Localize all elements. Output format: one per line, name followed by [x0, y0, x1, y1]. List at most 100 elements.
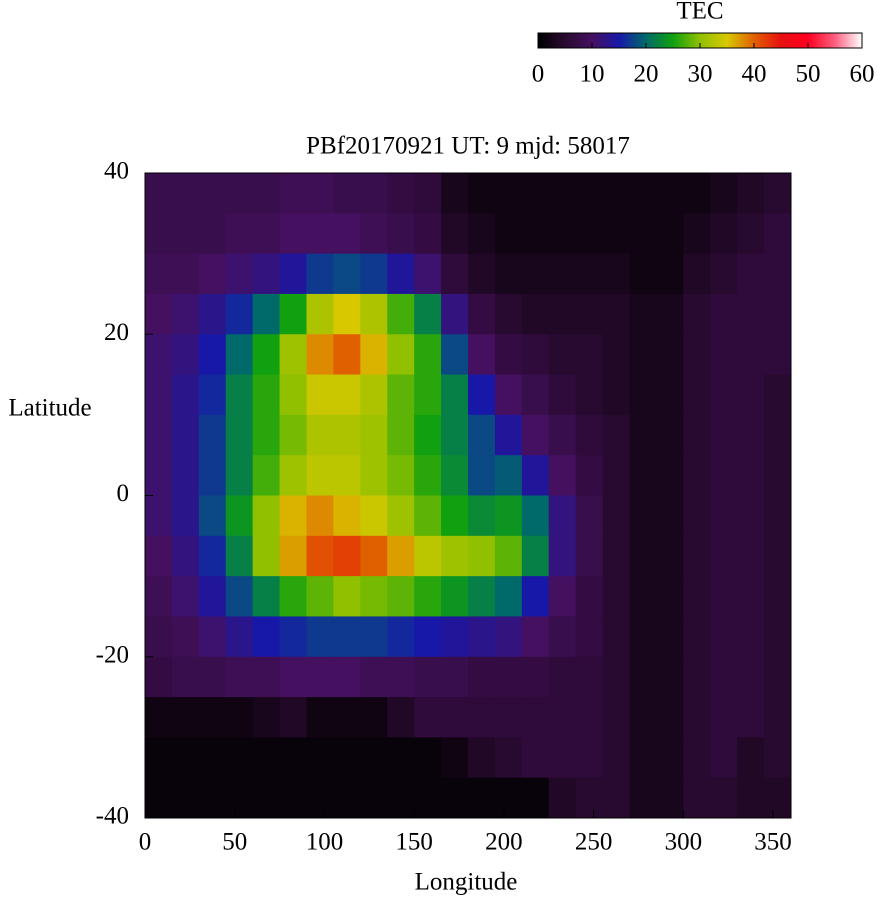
heatmap-cell — [145, 737, 173, 779]
heatmap-cell — [575, 173, 604, 214]
heatmap-cell — [306, 576, 334, 617]
heatmap-cell — [521, 697, 550, 738]
heatmap-cell — [683, 213, 711, 255]
heatmap-cell — [656, 334, 684, 376]
heatmap-cell — [683, 414, 711, 456]
heatmap-cell — [575, 535, 604, 577]
heatmap-cell — [575, 656, 604, 698]
heatmap-cell — [252, 737, 281, 779]
heatmap-cell — [225, 697, 254, 738]
y-tick-label: -20 — [96, 641, 129, 668]
heatmap-cell — [198, 576, 227, 617]
heatmap-cell — [521, 535, 550, 577]
heatmap-cell — [710, 656, 738, 698]
heatmap-cell — [629, 414, 657, 456]
heatmap-cell — [387, 213, 415, 255]
heatmap-cell — [279, 495, 307, 537]
heatmap-cell — [306, 374, 334, 416]
heatmap-cell — [468, 656, 496, 698]
heatmap-cell — [521, 374, 550, 416]
heatmap-cell — [710, 253, 738, 295]
heatmap-cell — [710, 616, 738, 658]
heatmap-cell — [441, 213, 469, 255]
heatmap-cell — [360, 777, 388, 819]
heatmap-cell — [737, 737, 765, 779]
heatmap-cell — [145, 777, 173, 819]
heatmap-cell — [333, 777, 361, 819]
heatmap-cell — [198, 697, 227, 738]
heatmap-cell — [656, 253, 684, 295]
heatmap-cell — [171, 414, 200, 456]
heatmap-cell — [629, 616, 657, 658]
heatmap-cell — [279, 213, 307, 255]
heatmap-cell — [656, 535, 684, 577]
heatmap-cell — [602, 737, 630, 779]
heatmap-cell — [710, 455, 738, 496]
heatmap-cell — [333, 374, 361, 416]
heatmap-cell — [145, 535, 173, 577]
heatmap-cell — [629, 777, 657, 819]
heatmap-cell — [306, 455, 334, 496]
heatmap-cell — [737, 616, 765, 658]
heatmap-cell — [252, 616, 281, 658]
heatmap-cell — [360, 697, 388, 738]
heatmap-cell — [629, 455, 657, 496]
heatmap-cell — [360, 213, 388, 255]
heatmap-cell — [468, 697, 496, 738]
heatmap-cell — [306, 737, 334, 779]
heatmap-cell — [252, 374, 281, 416]
heatmap-cell — [494, 616, 523, 658]
heatmap-cell — [145, 616, 173, 658]
colorbar-tick-label: 60 — [850, 61, 875, 88]
heatmap-cell — [468, 495, 496, 537]
heatmap-cell — [252, 253, 281, 295]
y-tick-label: 0 — [117, 480, 130, 507]
x-tick-label: 350 — [754, 829, 792, 856]
heatmap-cell — [548, 173, 577, 214]
heatmap-cell — [468, 455, 496, 496]
heatmap-cell — [656, 777, 684, 819]
heatmap-cell — [333, 737, 361, 779]
heatmap-cell — [602, 656, 630, 698]
heatmap-cell — [494, 293, 523, 335]
heatmap-cell — [629, 253, 657, 295]
heatmap-cell — [468, 777, 496, 819]
heatmap-cell — [494, 374, 523, 416]
heatmap-cell — [225, 213, 254, 255]
heatmap-cell — [764, 495, 792, 537]
heatmap-cell — [360, 293, 388, 335]
heatmap-cell — [252, 656, 281, 698]
heatmap-cell — [764, 374, 792, 416]
heatmap-cell — [683, 253, 711, 295]
heatmap-cell — [468, 616, 496, 658]
heatmap-cell — [145, 656, 173, 698]
heatmap-cell — [468, 334, 496, 376]
heatmap-cell — [414, 334, 442, 376]
heatmap-cell — [468, 576, 496, 617]
heatmap-cell — [629, 535, 657, 577]
colorbar-tick-label: 50 — [796, 61, 821, 88]
heatmap-cell — [414, 535, 442, 577]
heatmap-cell — [710, 334, 738, 376]
x-tick-label: 150 — [395, 829, 433, 856]
heatmap-cell — [145, 213, 173, 255]
heatmap-cell — [306, 616, 334, 658]
heatmap-cell — [198, 173, 227, 214]
heatmap-cell — [414, 656, 442, 698]
heatmap-cell — [548, 414, 577, 456]
heatmap-cell — [198, 495, 227, 537]
heatmap-cell — [145, 374, 173, 416]
heatmap-cell — [656, 374, 684, 416]
heatmap-cell — [360, 737, 388, 779]
heatmap-cell — [306, 253, 334, 295]
heatmap-cell — [683, 293, 711, 335]
heatmap-cell — [737, 173, 765, 214]
heatmap-cell — [548, 656, 577, 698]
heatmap-cell — [683, 374, 711, 416]
heatmap-cell — [494, 777, 523, 819]
heatmap-cell — [575, 697, 604, 738]
heatmap-cell — [764, 414, 792, 456]
heatmap-cell — [656, 697, 684, 738]
heatmap-cell — [602, 253, 630, 295]
